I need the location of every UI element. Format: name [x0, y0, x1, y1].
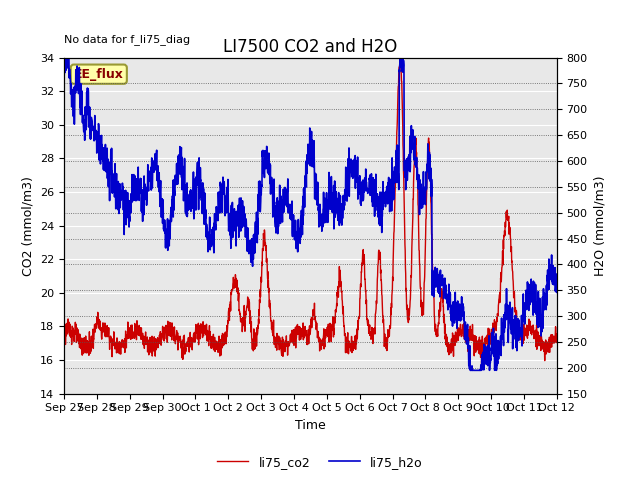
li75_h2o — [61, 55, 68, 60]
Line: li75_co2: li75_co2 — [64, 66, 557, 364]
Y-axis label: CO2 (mmol/m3): CO2 (mmol/m3) — [22, 176, 35, 276]
li75_co2 — [287, 332, 294, 337]
li75_co2 — [449, 348, 456, 354]
Legend: li75_co2, li75_h2o: li75_co2, li75_h2o — [212, 451, 428, 474]
Title: LI7500 CO2 and H2O: LI7500 CO2 and H2O — [223, 38, 397, 56]
li75_co2 — [396, 63, 403, 69]
Line: li75_h2o: li75_h2o — [64, 58, 557, 371]
li75_h2o — [60, 78, 68, 84]
X-axis label: Time: Time — [295, 419, 326, 432]
Y-axis label: H2O (mmol/m3): H2O (mmol/m3) — [593, 175, 606, 276]
li75_h2o — [539, 317, 547, 323]
li75_co2 — [539, 341, 547, 347]
li75_h2o — [539, 325, 547, 331]
li75_h2o — [86, 115, 93, 120]
li75_co2 — [300, 329, 307, 335]
li75_h2o — [449, 312, 456, 318]
li75_co2 — [60, 337, 68, 343]
li75_co2 — [478, 361, 486, 367]
li75_h2o — [287, 202, 294, 208]
li75_co2 — [553, 331, 561, 337]
Text: EE_flux: EE_flux — [74, 68, 124, 81]
li75_h2o — [300, 192, 308, 197]
li75_h2o — [467, 368, 474, 373]
li75_co2 — [539, 342, 547, 348]
li75_h2o — [553, 273, 561, 278]
Text: No data for f_li75_diag: No data for f_li75_diag — [64, 34, 190, 45]
li75_co2 — [85, 338, 93, 344]
